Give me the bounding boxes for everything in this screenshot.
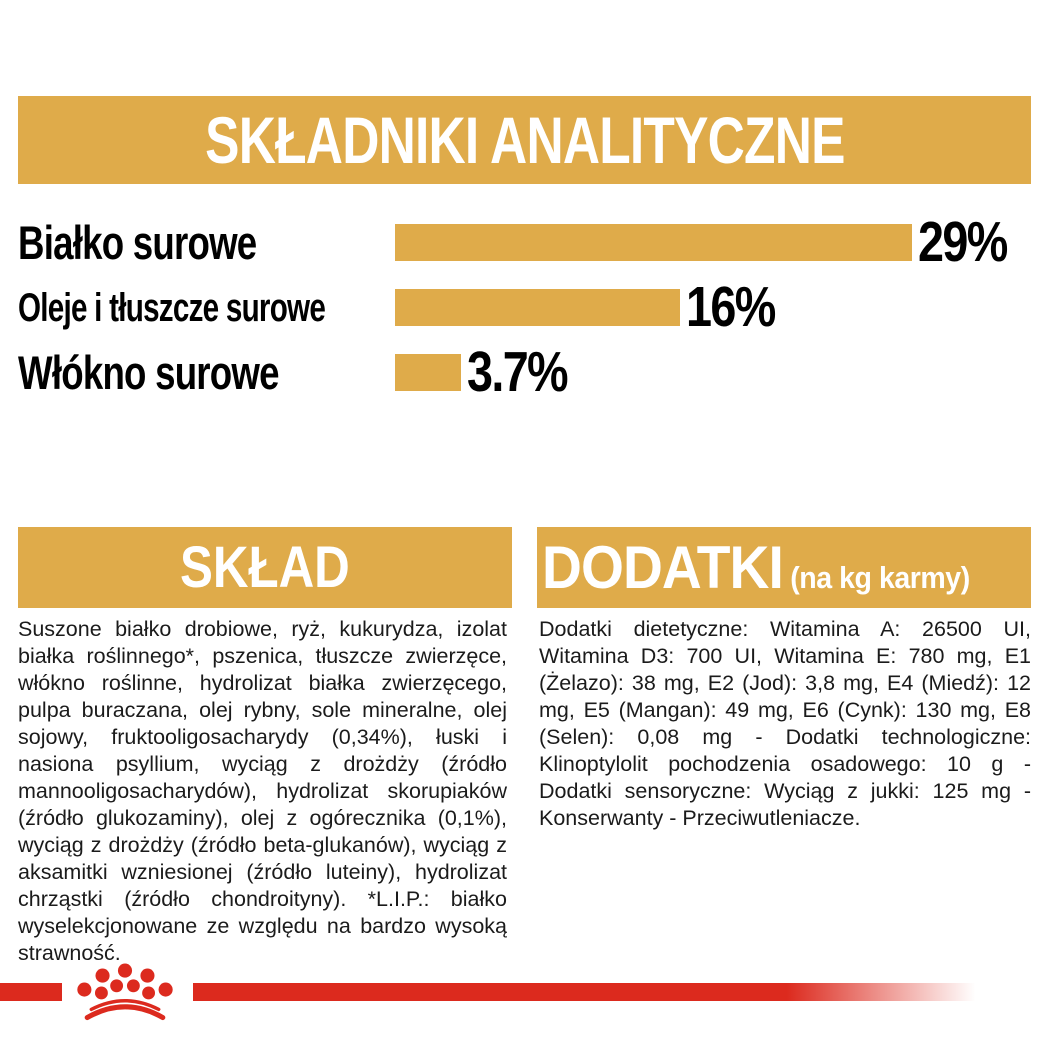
- analytical-bar-chart: Białko surowe 29% Oleje i tłuszcze surowe 1…: [18, 214, 1031, 419]
- chart-row-value: 29%: [918, 210, 1008, 274]
- chart-row-value: 3.7%: [467, 340, 569, 404]
- composition-text: Suszone białko drobiowe, ryż, kukurydza,…: [18, 617, 507, 965]
- chart-row: Oleje i tłuszcze surowe 16%: [18, 279, 1031, 336]
- analytical-section-title: SKŁADNIKI ANALITYCZNE: [204, 103, 845, 177]
- chart-row-label: Białko surowe: [18, 216, 257, 269]
- chart-row: Włókno surowe 3.7%: [18, 344, 1031, 401]
- footer-red-line: [0, 983, 1049, 1001]
- additives-section-subtitle: (na kg karmy): [790, 560, 970, 595]
- composition-section-title: SKŁAD: [180, 535, 350, 600]
- royal-canin-crown-logo: [77, 963, 173, 1021]
- chart-row-bar: [395, 289, 680, 326]
- chart-row-bar: [395, 354, 461, 391]
- analytical-section-header: SKŁADNIKI ANALITYCZNE: [18, 96, 1031, 184]
- chart-row-bar: [395, 224, 912, 261]
- chart-row-label: Włókno surowe: [18, 346, 280, 399]
- chart-row-label: Oleje i tłuszcze surowe: [18, 285, 326, 330]
- additives-section-header: DODATKI (na kg karmy): [537, 527, 1031, 608]
- additives-text: Dodatki dietetyczne: Witamina A: 26500 U…: [539, 617, 1031, 830]
- composition-section-header: SKŁAD: [18, 527, 512, 608]
- chart-row-value: 16%: [686, 275, 776, 339]
- additives-section-title: DODATKI: [542, 534, 784, 601]
- chart-row: Białko surowe 29%: [18, 214, 1031, 271]
